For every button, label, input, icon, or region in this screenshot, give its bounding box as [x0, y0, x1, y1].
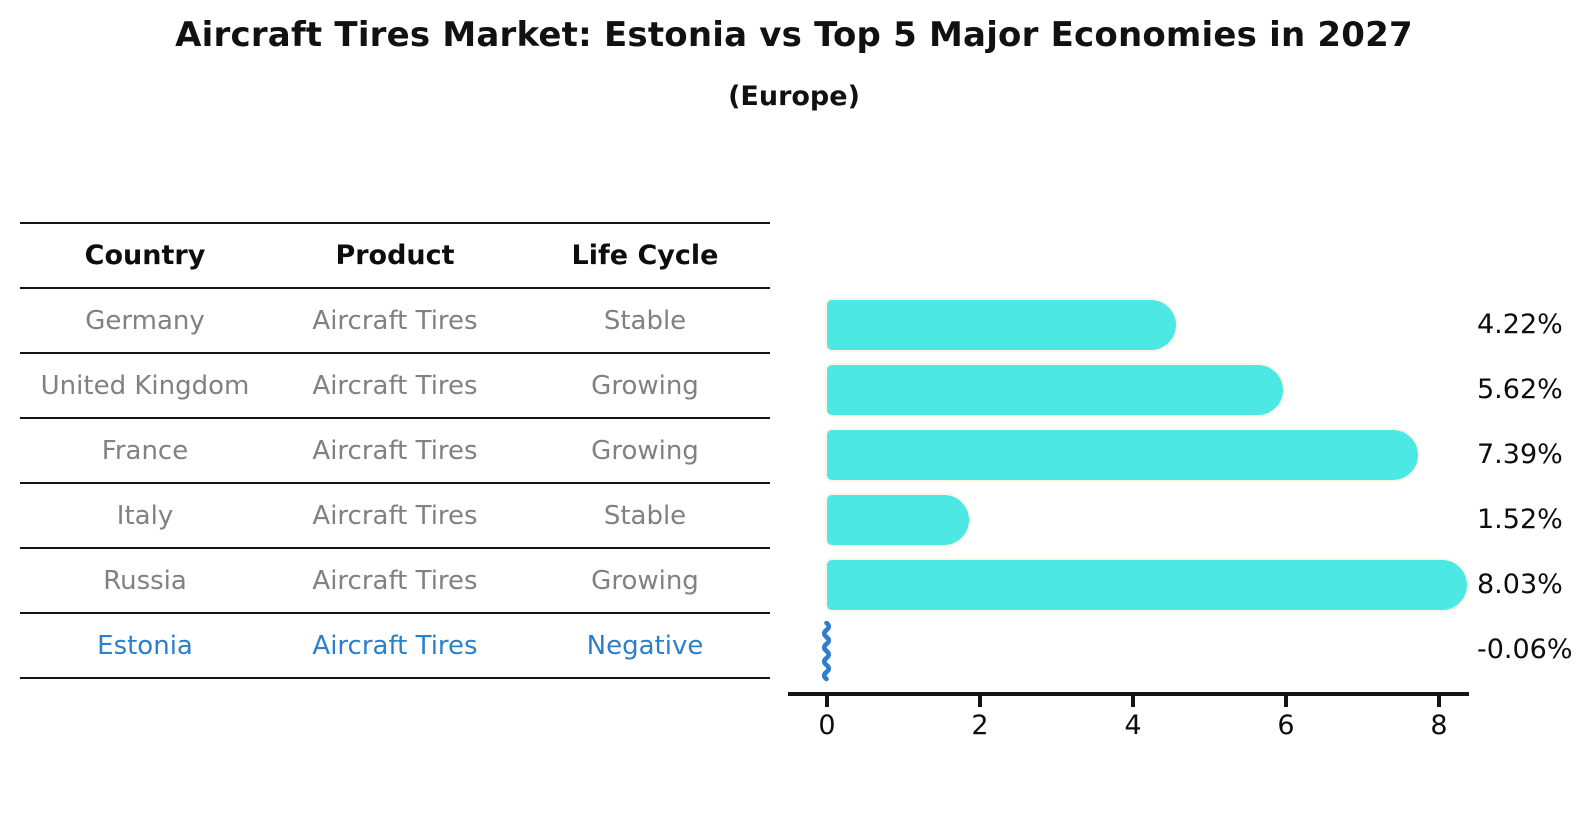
bar-france: [827, 430, 1419, 480]
bar-russia: [827, 560, 1468, 610]
x-axis-tick-label: 2: [971, 710, 989, 741]
table-row-estonia: Estonia Aircraft Tires Negative: [20, 612, 770, 677]
chart-title: Aircraft Tires Market: Estonia vs Top 5 …: [175, 15, 1413, 55]
table-row-germany: Germany Aircraft Tires Stable: [20, 287, 770, 352]
column-header-product: Product: [335, 240, 455, 271]
value-label-united-kingdom: 5.62%: [1477, 374, 1563, 405]
cell-life-cycle: Growing: [591, 370, 699, 401]
x-axis-tick-label: 4: [1124, 710, 1142, 741]
chart-subtitle: (Europe): [728, 81, 860, 112]
estonia-negative-bar-marker-icon: [821, 621, 832, 682]
cell-product: Aircraft Tires: [312, 370, 478, 401]
column-header-life-cycle: Life Cycle: [571, 240, 719, 271]
x-axis-tick-label: 8: [1430, 710, 1448, 741]
cell-product: Aircraft Tires: [312, 630, 478, 661]
x-axis-line: [788, 692, 1469, 696]
x-axis-tick: [825, 695, 829, 707]
x-axis-tick-label: 0: [818, 710, 836, 741]
bar-germany: [827, 300, 1176, 350]
cell-product: Aircraft Tires: [312, 565, 478, 596]
cell-life-cycle: Stable: [603, 500, 687, 531]
table-row-russia: Russia Aircraft Tires Growing: [20, 547, 770, 612]
bar-row-germany: [827, 300, 1176, 350]
cell-product: Aircraft Tires: [312, 435, 478, 466]
column-header-country: Country: [84, 240, 206, 271]
country-table: Country Product Life Cycle Germany Aircr…: [20, 222, 770, 679]
cell-life-cycle: Growing: [591, 565, 699, 596]
cell-country: United Kingdom: [40, 370, 250, 401]
cell-life-cycle: Growing: [591, 435, 699, 466]
cell-life-cycle: Stable: [603, 305, 687, 336]
x-axis-tick: [1437, 695, 1441, 707]
x-axis-tick-label: 6: [1277, 710, 1295, 741]
x-axis-tick: [1131, 695, 1135, 707]
value-label-russia: 8.03%: [1477, 569, 1563, 600]
cell-country: Estonia: [97, 630, 193, 661]
table-row-france: France Aircraft Tires Growing: [20, 417, 770, 482]
cell-product: Aircraft Tires: [312, 500, 478, 531]
cell-country: Italy: [116, 500, 174, 531]
bar-italy: [827, 495, 970, 545]
cell-country: Germany: [85, 305, 205, 336]
value-label-germany: 4.22%: [1477, 309, 1563, 340]
bar-row-russia: [827, 560, 1468, 610]
table-row-italy: Italy Aircraft Tires Stable: [20, 482, 770, 547]
value-label-italy: 1.52%: [1477, 504, 1563, 535]
cell-life-cycle: Negative: [586, 630, 704, 661]
bar-united-kingdom: [827, 365, 1283, 415]
value-label-france: 7.39%: [1477, 439, 1563, 470]
bar-row-france: [827, 430, 1419, 480]
bar-row-italy: [827, 495, 970, 545]
cell-product: Aircraft Tires: [312, 305, 478, 336]
value-label-estonia: -0.06%: [1477, 634, 1573, 665]
x-axis-tick: [978, 695, 982, 707]
x-axis-tick: [1284, 695, 1288, 707]
table-header-row: Country Product Life Cycle: [20, 222, 770, 287]
cell-country: Russia: [103, 565, 187, 596]
bar-row-united-kingdom: [827, 365, 1283, 415]
cell-country: France: [101, 435, 189, 466]
table-row-united-kingdom: United Kingdom Aircraft Tires Growing: [20, 352, 770, 417]
